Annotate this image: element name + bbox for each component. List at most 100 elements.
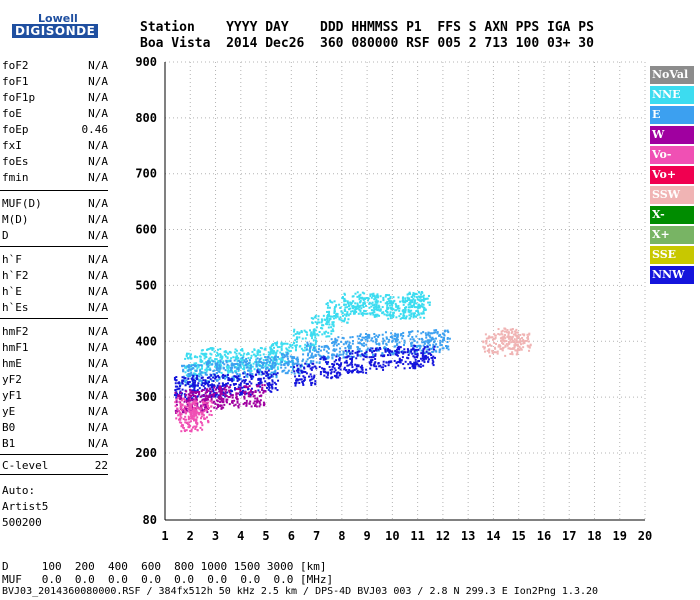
echo-point-s2-9 [414, 361, 417, 364]
echo-point-s3-1 [185, 390, 188, 393]
echo-point-s1-1 [207, 365, 210, 368]
echo-point-s3-1 [192, 398, 195, 401]
echo-point-s1-5 [309, 345, 312, 348]
echo-point-s0-3 [236, 356, 239, 359]
echo-point-s3-0 [191, 408, 194, 411]
echo-point-s1-1 [224, 369, 227, 372]
echo-point-s2-1 [192, 375, 195, 378]
param-row-hes: h`Es N/A [2, 300, 108, 316]
echo-point-s0-2 [222, 360, 225, 363]
param-row-hme: hmE N/A [2, 356, 108, 372]
echo-point-s0-8 [346, 306, 349, 309]
auto-label: Auto: [2, 484, 36, 497]
echo-point-s1-2 [243, 360, 246, 363]
echo-point-s2-2 [212, 376, 215, 379]
echo-point-s1-1 [225, 361, 228, 364]
param-row-fof1: foF1 N/A [2, 74, 108, 90]
echo-point-s0-3 [236, 359, 239, 362]
param-row-fof1p: foF1p N/A [2, 90, 108, 106]
echo-point-s1-7 [360, 343, 363, 346]
echo-point-s3-2 [214, 402, 217, 405]
echo-point-s2-1 [206, 376, 209, 379]
echo-point-s0-3 [251, 365, 254, 368]
echo-point-s2-4 [276, 389, 279, 392]
echo-point-s5-1 [511, 328, 514, 331]
echo-point-s2-9 [393, 359, 396, 362]
auto-code: 500200 [2, 516, 42, 529]
echo-point-s0-11 [379, 309, 382, 312]
echo-point-s0-8 [336, 313, 339, 316]
echo-point-s0-2 [220, 371, 223, 374]
echo-point-s3-2 [207, 398, 210, 401]
echo-point-s2-5 [294, 382, 297, 385]
echo-point-s0-13 [410, 315, 413, 318]
echo-point-s2-2 [221, 384, 224, 387]
echo-point-s1-1 [215, 367, 218, 370]
echo-point-s0-11 [376, 306, 379, 309]
echo-point-s5-2 [522, 342, 525, 345]
echo-point-s1-1 [216, 363, 219, 366]
echo-point-s2-1 [195, 378, 198, 381]
echo-point-s1-3 [266, 366, 269, 369]
echo-point-s2-5 [300, 369, 303, 372]
param-value: N/A [88, 59, 108, 72]
echo-point-s1-8 [398, 350, 401, 353]
echo-point-s0-13 [405, 306, 408, 309]
echo-point-s5-1 [506, 335, 509, 338]
echo-point-s4-2 [193, 407, 196, 410]
echo-point-s0-4 [269, 352, 272, 355]
echo-point-s4-1 [180, 413, 183, 416]
echo-point-s0-6 [298, 345, 301, 348]
echo-point-s2-6 [338, 358, 341, 361]
echo-point-s3-1 [189, 388, 192, 391]
echo-point-s5-2 [516, 349, 519, 352]
echo-point-s1-6 [337, 343, 340, 346]
echo-point-s0-5 [280, 357, 283, 360]
echo-point-s3-4 [257, 400, 260, 403]
echo-point-s2-9 [411, 365, 414, 368]
echo-point-s5-2 [510, 347, 513, 350]
echo-point-s3-4 [258, 401, 261, 404]
echo-point-s1-0 [200, 371, 203, 374]
echo-point-s1-10 [447, 331, 450, 334]
echo-point-s3-0 [175, 399, 178, 402]
echo-point-s0-7 [317, 334, 320, 337]
echo-point-s2-7 [343, 361, 346, 364]
echo-point-s4-2 [193, 411, 196, 414]
echo-point-s1-9 [417, 344, 420, 347]
echo-point-s2-9 [414, 353, 417, 356]
echo-point-s3-4 [245, 404, 248, 407]
echo-point-s2-7 [348, 349, 351, 352]
echo-point-s1-2 [245, 374, 248, 377]
echo-point-s0-8 [333, 307, 336, 310]
echo-point-s1-1 [219, 365, 222, 368]
echo-point-s0-10 [370, 296, 373, 299]
echo-point-s1-2 [229, 359, 232, 362]
echo-point-s2-4 [271, 380, 274, 383]
echo-point-s2-10 [432, 360, 435, 363]
echo-point-s1-6 [349, 355, 352, 358]
echo-point-s3-0 [182, 411, 185, 414]
echo-point-s1-9 [419, 344, 422, 347]
echo-point-s1-1 [213, 374, 216, 377]
echo-point-s1-8 [388, 338, 391, 341]
echo-point-s5-2 [509, 352, 512, 355]
echo-point-s1-3 [255, 365, 258, 368]
echo-point-s0-11 [377, 304, 380, 307]
echo-point-s2-2 [218, 382, 221, 385]
echo-point-s3-3 [222, 397, 225, 400]
echo-point-s2-8 [371, 358, 374, 361]
echo-point-s1-2 [251, 373, 254, 376]
echo-point-s0-3 [251, 350, 254, 353]
echo-point-s0-3 [253, 349, 256, 352]
echo-point-s4-1 [189, 417, 192, 420]
echo-point-s0-8 [339, 306, 342, 309]
echo-point-s4-2 [203, 417, 206, 420]
param-row-b0: B0 N/A [2, 420, 108, 436]
echo-point-s2-9 [398, 358, 401, 361]
echo-point-s0-14 [413, 301, 416, 304]
echo-point-s1-5 [317, 350, 320, 353]
echo-point-s2-8 [374, 354, 377, 357]
echo-point-s0-7 [326, 335, 329, 338]
echo-point-s0-3 [239, 349, 242, 352]
